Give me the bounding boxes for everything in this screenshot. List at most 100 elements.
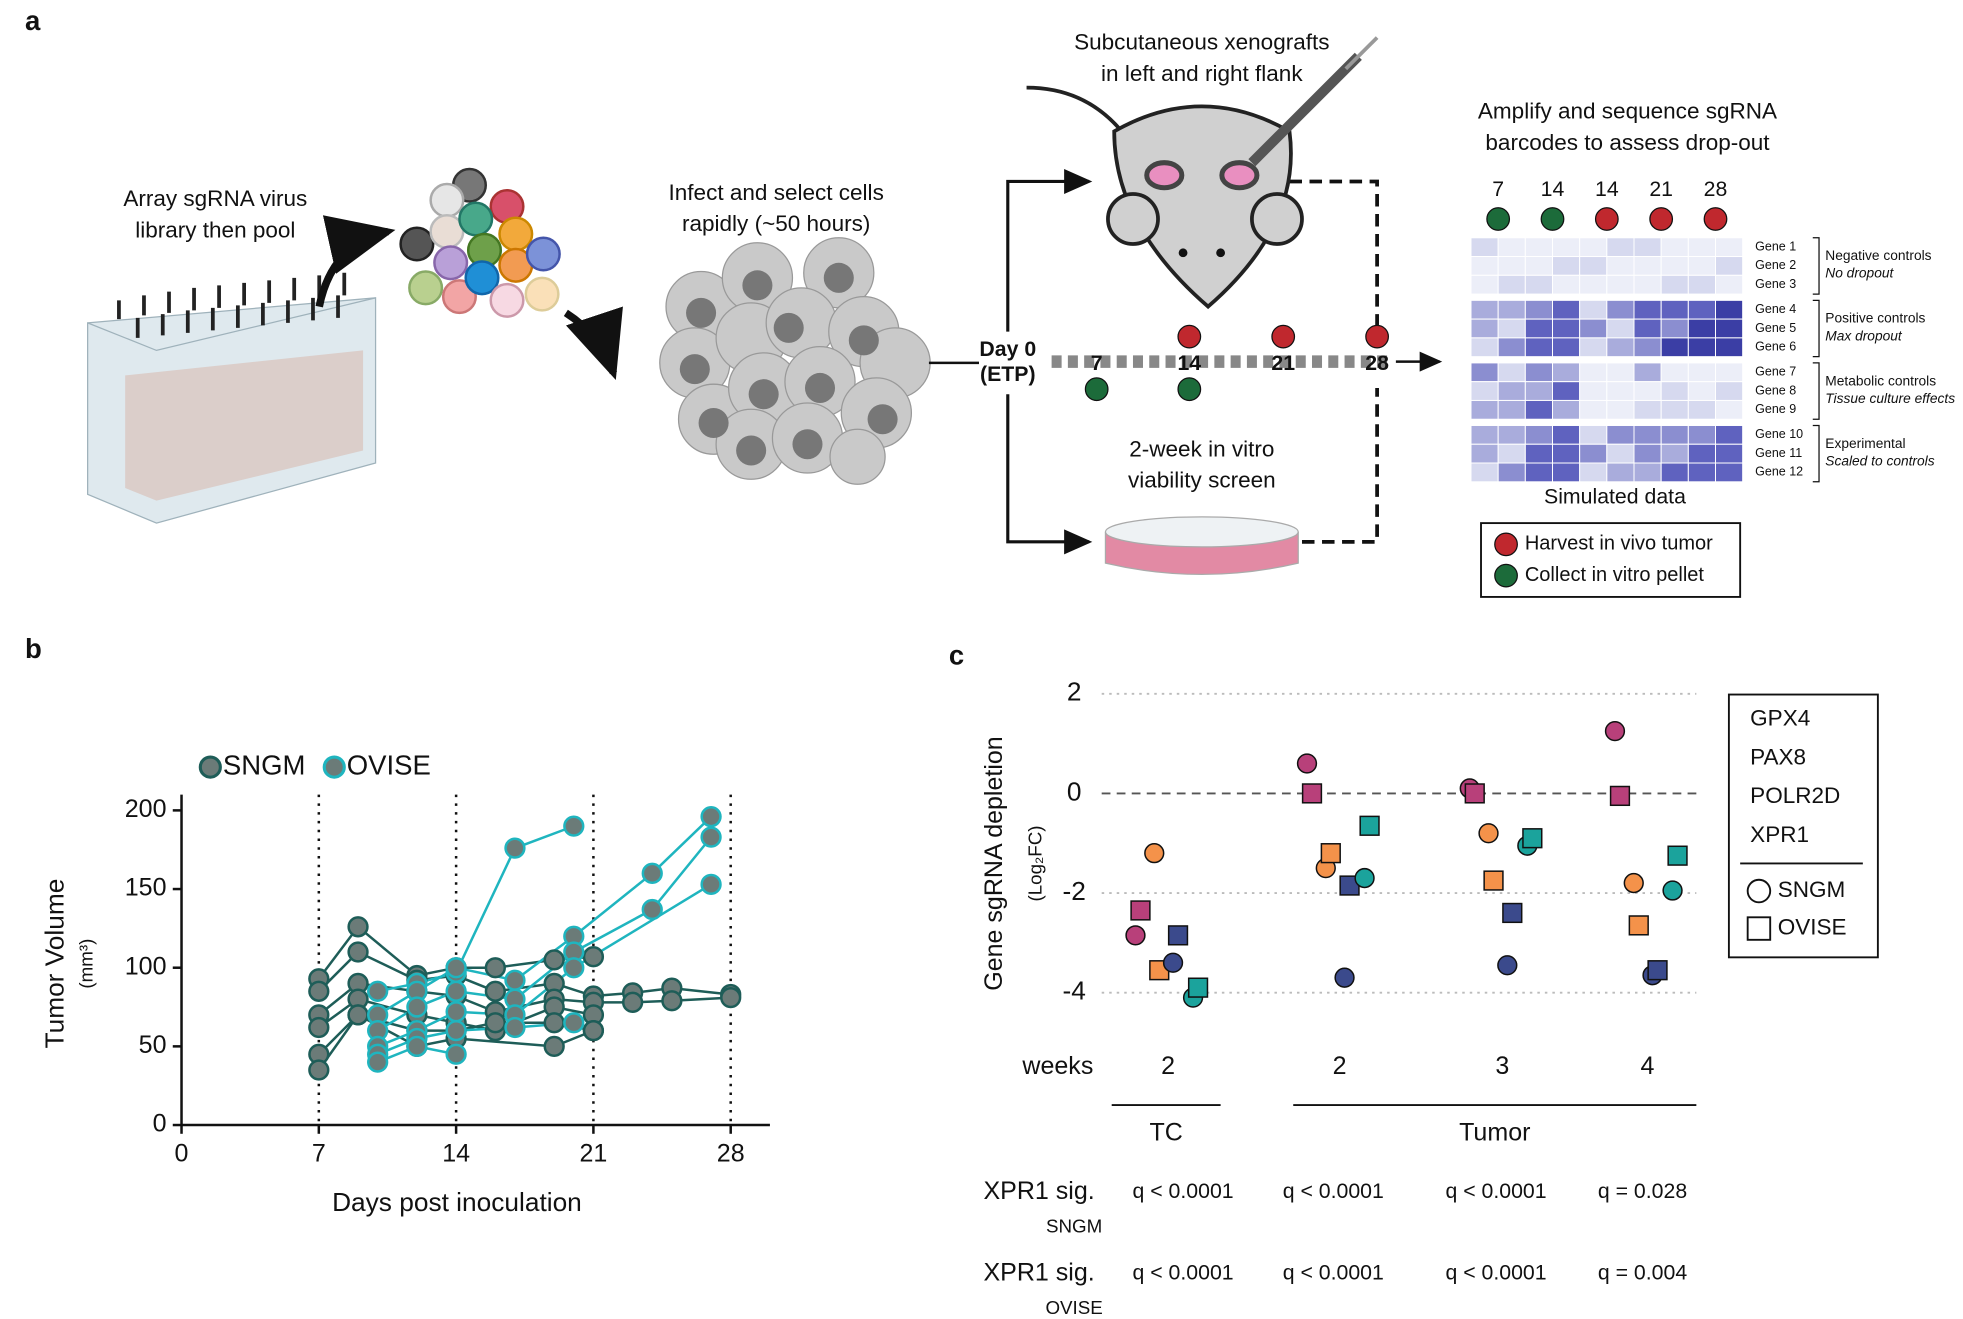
heatmap-cell xyxy=(1633,424,1662,445)
growth-line xyxy=(317,950,731,998)
group-note: No dropout xyxy=(1825,266,1894,281)
heatmap-cell xyxy=(1714,318,1744,339)
point xyxy=(1609,785,1631,807)
heatmap-cell xyxy=(1633,318,1662,339)
point xyxy=(308,1059,330,1081)
heatmap-cell xyxy=(1470,299,1499,320)
y-axis-title: Tumor Volume xyxy=(39,879,69,1049)
heatmap-cell xyxy=(1470,318,1499,339)
heatmap-cell xyxy=(1470,362,1499,383)
heatmap-cell xyxy=(1470,424,1499,445)
tumor-dot xyxy=(1177,324,1202,349)
heatmap-cell xyxy=(1687,362,1716,383)
panel-label: c xyxy=(949,639,964,670)
heatmap-cell xyxy=(1497,424,1526,445)
point xyxy=(445,980,467,1002)
heatmap-cell xyxy=(1470,274,1499,295)
heatmap-col-dot xyxy=(1486,207,1511,231)
heatmap-cell xyxy=(1497,462,1526,483)
heatmap-cell xyxy=(1633,381,1662,401)
heatmap-col-day: 28 xyxy=(1704,177,1728,201)
heatmap-cell xyxy=(1714,462,1744,483)
heatmap-cell xyxy=(1551,256,1581,276)
q-value: q < 0.0001 xyxy=(1445,1179,1546,1203)
panel-label: b xyxy=(25,633,42,664)
y-axis-unit: (mm³) xyxy=(76,939,97,989)
heatmap-cell xyxy=(1579,462,1608,483)
heatmap-cell xyxy=(1687,274,1716,295)
gene-label: Gene 12 xyxy=(1755,465,1803,479)
legend-label: POLR2D xyxy=(1750,783,1840,808)
legend-label: OVISE xyxy=(347,749,431,780)
point xyxy=(445,1001,467,1023)
x-tick-label: 28 xyxy=(717,1140,745,1168)
heatmap-cell xyxy=(1579,381,1608,401)
group-note: Tissue culture effects xyxy=(1825,391,1955,406)
point xyxy=(641,898,663,921)
heatmap-cell xyxy=(1579,237,1608,258)
heatmap-cell xyxy=(1579,399,1608,420)
point xyxy=(1667,845,1688,866)
heatmap-cell xyxy=(1687,381,1716,401)
q-value: q < 0.0001 xyxy=(1283,1261,1384,1285)
heatmap-cell xyxy=(1497,237,1526,258)
heatmap-cell xyxy=(1551,237,1581,258)
group-label: Negative controls xyxy=(1825,248,1931,263)
timeline-day: 14 xyxy=(1177,351,1201,375)
heatmap-cell xyxy=(1497,362,1526,383)
legend-label: SNGM xyxy=(1778,877,1846,902)
point xyxy=(1359,815,1380,836)
x-tick-label: 7 xyxy=(312,1140,326,1168)
heatmap-cell xyxy=(1470,256,1499,276)
x-tick-label: 2 xyxy=(1161,1052,1175,1080)
point xyxy=(700,873,722,895)
heatmap-cell xyxy=(1497,299,1526,320)
point xyxy=(347,941,369,963)
point xyxy=(1497,955,1518,976)
heatmap-cell xyxy=(1714,256,1744,276)
legend-marker xyxy=(1746,916,1772,941)
gene-label: Gene 10 xyxy=(1755,427,1803,441)
heatmap-cell xyxy=(1497,337,1526,358)
q-value: q < 0.0001 xyxy=(1445,1261,1546,1285)
heatmap-cell xyxy=(1660,443,1689,464)
group-label: TC xyxy=(1149,1118,1182,1146)
heatmap-col-dot xyxy=(1703,207,1728,231)
heatmap-col-dot xyxy=(1594,207,1619,231)
y-tick-label: 2 xyxy=(1067,677,1082,707)
step-text: Infect and select cells xyxy=(669,180,884,205)
point xyxy=(1647,960,1668,981)
point xyxy=(543,1012,565,1034)
heatmap-cell xyxy=(1551,318,1581,339)
heatmap-cell xyxy=(1524,318,1553,339)
heatmap-cell xyxy=(1579,318,1608,339)
plate-edge xyxy=(87,297,376,352)
point xyxy=(504,837,526,859)
point xyxy=(367,980,389,1002)
heatmap-col-day: 14 xyxy=(1595,177,1619,201)
heatmap-cell xyxy=(1470,462,1499,483)
heatmap-cell xyxy=(1660,237,1689,258)
y-tick-label: 200 xyxy=(125,795,167,823)
gene-label: Gene 11 xyxy=(1755,446,1802,460)
heatmap-cell xyxy=(1551,443,1581,464)
heatmap-cell xyxy=(1579,424,1608,445)
point xyxy=(1125,925,1146,946)
point xyxy=(1464,783,1485,804)
legend-label: GPX4 xyxy=(1750,706,1810,731)
panel-label: a xyxy=(25,5,41,36)
heatmap-cell xyxy=(1524,337,1553,358)
gene-label: Gene 1 xyxy=(1755,239,1796,253)
heatmap-cell xyxy=(1579,443,1608,464)
point xyxy=(484,957,506,979)
point xyxy=(720,986,742,1009)
group-label: Experimental xyxy=(1825,436,1905,451)
step-text: Subcutaneous xenografts xyxy=(1074,30,1329,55)
point xyxy=(484,980,506,1002)
point xyxy=(484,1012,506,1034)
legend-label: SNGM xyxy=(223,749,306,780)
point xyxy=(582,946,605,968)
heatmap-col-day: 7 xyxy=(1492,177,1504,201)
heatmap-cell xyxy=(1714,381,1744,401)
heatmap-cell xyxy=(1687,256,1716,276)
